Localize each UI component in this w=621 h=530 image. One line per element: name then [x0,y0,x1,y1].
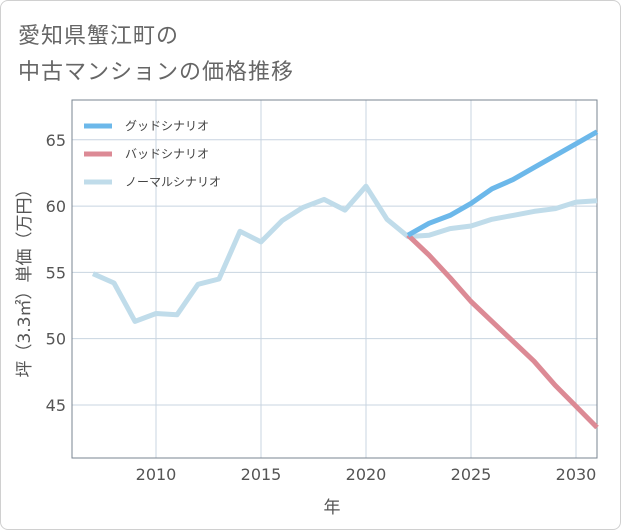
x-tick-label: 2030 [556,465,597,484]
x-axis-title: 年 [324,498,341,518]
x-tick-label: 2010 [136,465,177,484]
chart-title-line1: 愛知県蟹江町の [18,24,180,49]
x-tick-label: 2015 [241,465,282,484]
series-line-1 [406,233,599,430]
plot-area-border [71,99,598,459]
y-axis-title: 坪（3.3㎡）単価（万円） [15,180,35,377]
y-tick-label: 55 [46,263,66,282]
tick-labels: 2010 2015 2020 2025 2030 45 50 55 60 65 [46,131,597,484]
legend-label: ノーマルシナリオ [125,175,221,189]
y-tick-label: 60 [46,197,66,216]
series-line-2 [91,183,598,324]
y-tick-label: 45 [46,396,66,415]
x-tick-label: 2025 [451,465,492,484]
series-lines [91,129,599,430]
y-tick-label: 50 [46,330,66,349]
grid-lines [72,100,597,458]
x-tick-label: 2020 [346,465,387,484]
legend-label: バッドシナリオ [125,147,209,161]
series-line-0 [406,129,599,238]
y-tick-label: 65 [46,131,66,150]
legend-label: グッドシナリオ [125,119,209,133]
chart-title-line2: 中古マンションの価格推移 [18,60,295,85]
